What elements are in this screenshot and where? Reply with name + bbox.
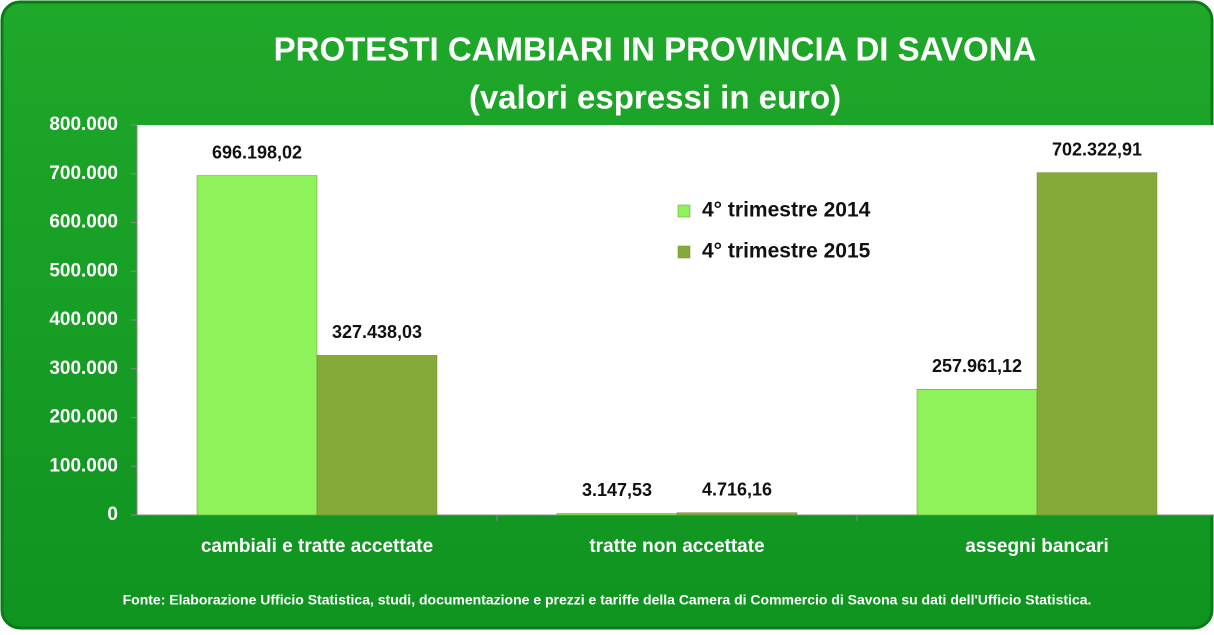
legend-swatch: [677, 204, 691, 218]
data-label: 702.322,91: [1052, 139, 1142, 159]
y-tick-label: 0: [107, 504, 118, 525]
chart-title: PROTESTI CAMBIARI IN PROVINCIA DI SAVONA: [274, 31, 1037, 68]
data-label: 257.961,12: [932, 356, 1022, 376]
x-tick-label: assegni bancari: [965, 536, 1109, 557]
x-tick-label: tratte non accettate: [589, 536, 764, 557]
bar: [196, 175, 318, 516]
y-tick-label: 500.000: [49, 260, 118, 281]
y-tick-label: 700.000: [49, 163, 118, 184]
y-tick-label: 100.000: [49, 455, 118, 476]
bar: [676, 512, 798, 516]
legend-label: 4° trimestre 2015: [702, 240, 871, 263]
data-label: 696.198,02: [212, 142, 302, 162]
legend-swatch: [677, 245, 691, 259]
y-tick-label: 400.000: [49, 309, 118, 330]
bar: [316, 355, 438, 516]
y-tick-label: 800.000: [49, 114, 118, 135]
legend-label: 4° trimestre 2014: [702, 199, 871, 222]
y-tick-label: 200.000: [49, 407, 118, 428]
y-tick-label: 600.000: [49, 212, 118, 233]
bar: [1036, 172, 1158, 516]
bar: [556, 513, 678, 516]
source-note: Fonte: Elaborazione Ufficio Statistica, …: [123, 592, 1092, 608]
y-tick-label: 300.000: [49, 358, 118, 379]
bar: [916, 388, 1038, 516]
data-label: 4.716,16: [702, 479, 772, 499]
chart-subtitle: (valori espressi in euro): [469, 79, 841, 116]
data-label: 3.147,53: [582, 480, 652, 500]
x-tick-label: cambiali e tratte accettate: [201, 536, 433, 557]
data-label: 327.438,03: [332, 322, 422, 342]
